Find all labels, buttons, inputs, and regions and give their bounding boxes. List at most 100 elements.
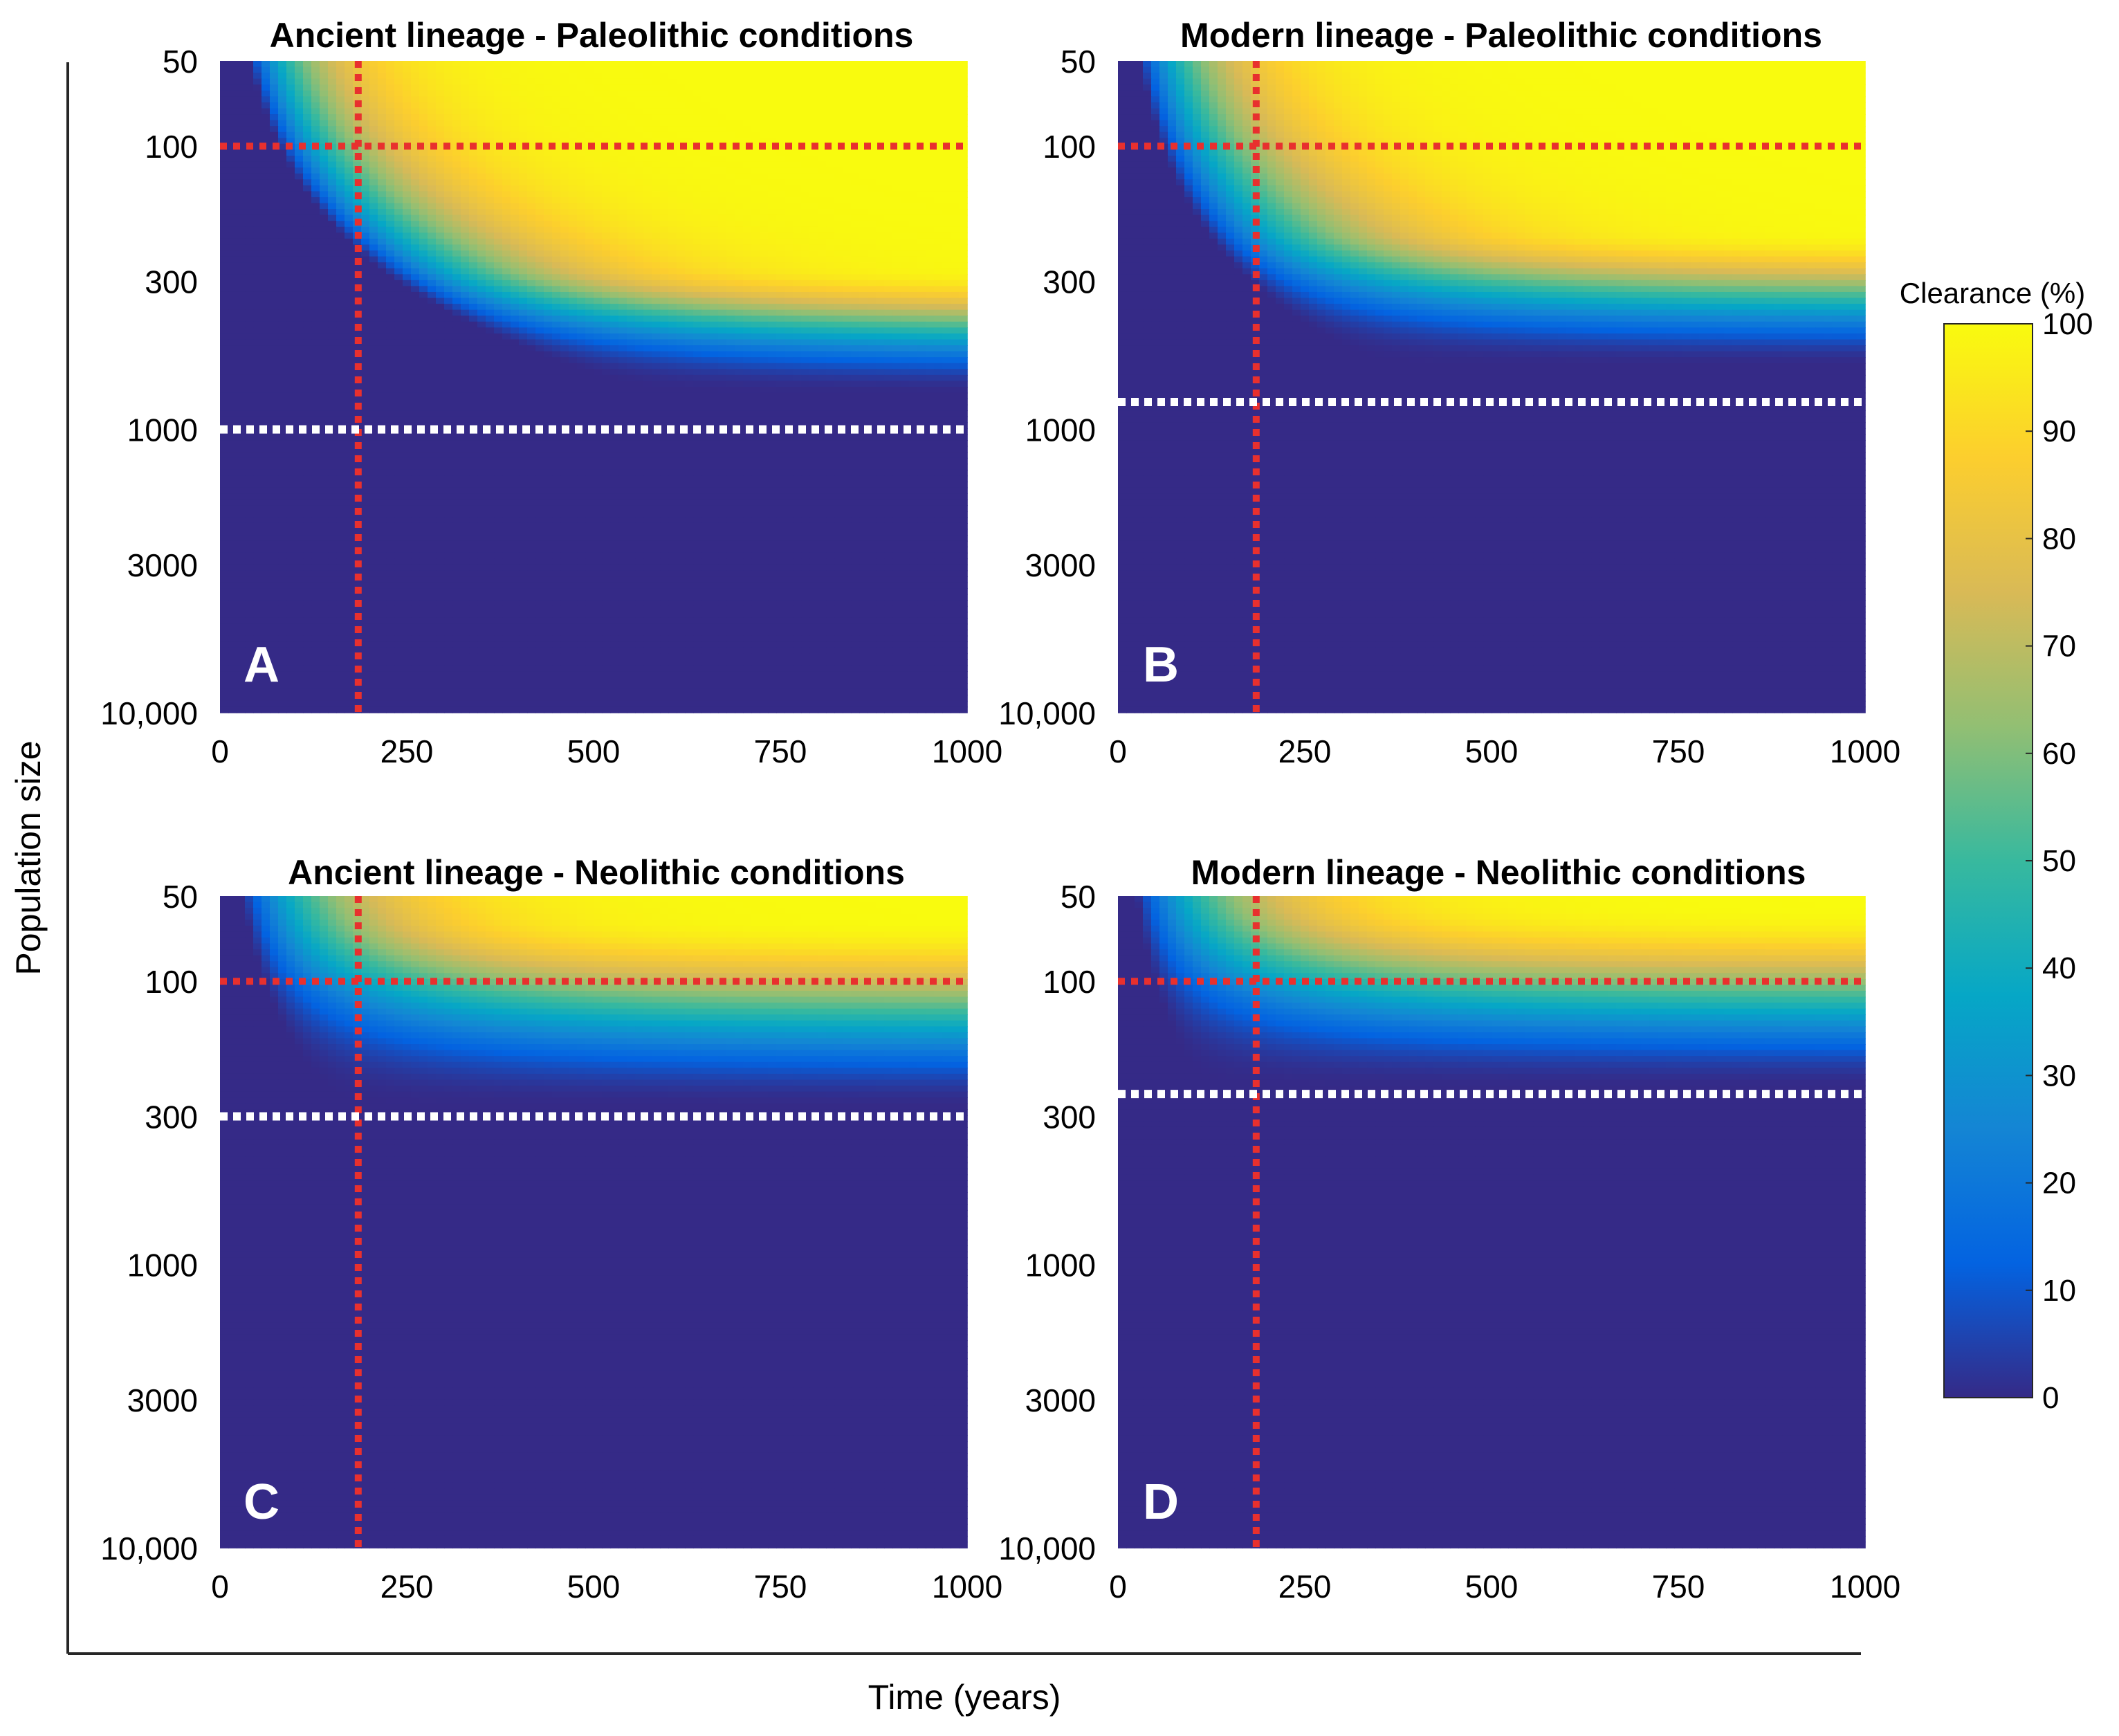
heatmap-cell (743, 79, 752, 85)
heatmap-cell (560, 109, 569, 115)
heatmap-cell (253, 102, 262, 109)
heatmap-cell (419, 91, 428, 97)
heatmap-cell (378, 102, 387, 109)
heatmap-cell (569, 79, 578, 85)
heatmap-cell (502, 67, 511, 73)
heatmap-cell (369, 96, 378, 102)
heatmap-cell (776, 67, 785, 73)
heatmap-cell (278, 84, 287, 91)
heatmap-cell (535, 73, 544, 79)
heatmap-cell (295, 61, 304, 67)
heatmap-cell (394, 73, 403, 79)
heatmap-cell (934, 84, 943, 91)
heatmap-cell (311, 67, 320, 73)
heatmap-cell (776, 114, 785, 120)
heatmap-cell (685, 109, 694, 115)
heatmap-cell (677, 61, 686, 67)
heatmap-cell (701, 102, 710, 109)
heatmap-cell (693, 61, 702, 67)
heatmap-cell (685, 114, 694, 120)
heatmap-cell (436, 67, 445, 73)
heatmap-cell (760, 67, 769, 73)
heatmap-cell (884, 79, 893, 85)
heatmap-cell (859, 79, 868, 85)
heatmap-cell (942, 61, 951, 67)
heatmap-cell (868, 67, 877, 73)
heatmap-cell (311, 61, 320, 67)
heatmap-cell (419, 79, 428, 85)
heatmap-cell (851, 102, 860, 109)
heatmap-cell (444, 84, 453, 91)
heatmap-cell (768, 114, 777, 120)
heatmap-cell (594, 73, 603, 79)
heatmap-cell (461, 96, 470, 102)
heatmap-cell (892, 114, 901, 120)
heatmap-cell (934, 73, 943, 79)
heatmap-cell (776, 109, 785, 115)
heatmap-cell (328, 114, 337, 120)
heatmap-cell (361, 91, 370, 97)
heatmap-cell (569, 84, 578, 91)
heatmap-cell (701, 109, 710, 115)
heatmap-cell (926, 67, 935, 73)
heatmap-cell (486, 79, 495, 85)
heatmap-cell (328, 67, 337, 73)
heatmap-cell (303, 61, 312, 67)
panel-a: Ancient lineage - Paleolithic conditions… (100, 16, 1002, 769)
heatmap-cell (768, 109, 777, 115)
heatmap-cell (718, 61, 727, 67)
heatmap-cell (237, 96, 246, 102)
heatmap-cell (776, 84, 785, 91)
heatmap-cell (793, 84, 802, 91)
heatmap-cell (394, 84, 403, 91)
heatmap-cell (801, 109, 810, 115)
heatmap-cell (826, 67, 835, 73)
heatmap-cell (295, 91, 304, 97)
heatmap-cell (917, 102, 926, 109)
heatmap-cell (892, 73, 901, 79)
heatmap-cell (535, 84, 544, 91)
heatmap-cell (320, 102, 329, 109)
heatmap-cell (577, 102, 586, 109)
heatmap-cell (245, 67, 254, 73)
heatmap-cell (411, 102, 420, 109)
heatmap-cell (801, 96, 810, 102)
heatmap-cell (735, 67, 744, 73)
panel-a-title: Ancient lineage - Paleolithic conditions (270, 16, 914, 55)
heatmap-cell (693, 84, 702, 91)
heatmap-cell (411, 61, 420, 67)
heatmap-cell (303, 84, 312, 91)
heatmap-cell (768, 102, 777, 109)
heatmap-cell (535, 114, 544, 120)
heatmap-cell (876, 96, 885, 102)
heatmap-cell (270, 67, 279, 73)
heatmap-cell (635, 102, 644, 109)
heatmap-cell (552, 73, 561, 79)
heatmap-cell (785, 67, 794, 73)
heatmap-cell (735, 84, 744, 91)
heatmap-cell (610, 91, 619, 97)
heatmap-cell (461, 79, 470, 85)
heatmap-cell (627, 73, 636, 79)
heatmap-cell (560, 91, 569, 97)
heatmap-cell (801, 84, 810, 91)
heatmap-cell (701, 61, 710, 67)
heatmap-cell (859, 114, 868, 120)
heatmap-cell (843, 73, 852, 79)
heatmap-cell (511, 109, 520, 115)
heatmap-cell (868, 109, 877, 115)
heatmap-cell (369, 91, 378, 97)
heatmap-cell (452, 73, 461, 79)
heatmap-cell (585, 96, 594, 102)
heatmap-cell (336, 96, 345, 102)
heatmap-cell (735, 91, 744, 97)
heatmap-cell (535, 61, 544, 67)
heatmap-cell (403, 73, 412, 79)
heatmap-cell (436, 91, 445, 97)
heatmap-cell (544, 73, 553, 79)
heatmap-cell (718, 96, 727, 102)
heatmap-cell (361, 73, 370, 79)
figure: Population size Time (years) Ancient lin… (0, 0, 2119, 1736)
heatmap-cell (809, 84, 818, 91)
heatmap-cell (710, 79, 719, 85)
